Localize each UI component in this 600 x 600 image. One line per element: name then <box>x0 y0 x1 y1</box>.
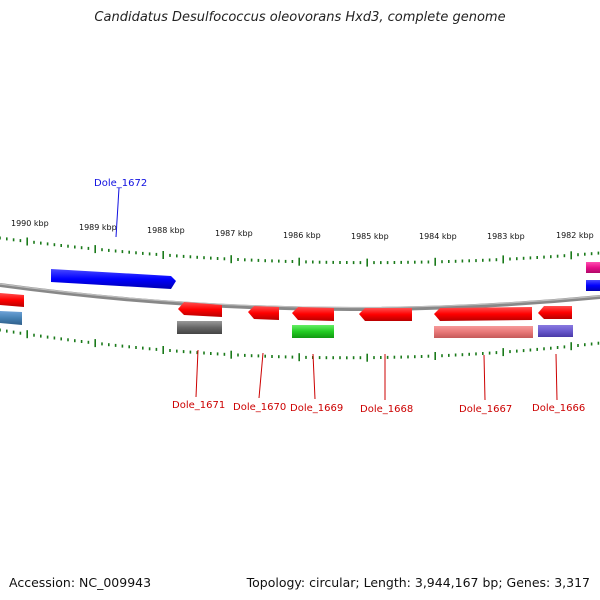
gene-dole-1668[interactable] <box>359 308 412 321</box>
leader-dole-1670 <box>258 352 264 399</box>
gene-dole-1667-pink[interactable] <box>434 326 533 338</box>
kbp-labels: 1990 kbp 1989 kbp 1988 kbp 1987 kbp 1986… <box>11 219 594 241</box>
genome-summary-text: Topology: circular; Length: 3,944,167 bp… <box>246 575 590 590</box>
leader-dole-1666 <box>555 353 558 401</box>
gene-label-dole-1671[interactable]: Dole_1671 <box>172 400 225 411</box>
kbp-label-1985: 1985 kbp <box>351 232 389 241</box>
leader-dole-1669 <box>312 353 316 400</box>
gene-dole-1667[interactable] <box>434 307 532 321</box>
gene-label-dole-1668[interactable]: Dole_1668 <box>360 404 413 415</box>
gene-label-dole-1672[interactable]: Dole_1672 <box>94 178 147 189</box>
gene-left-edge-steelblue[interactable] <box>0 311 22 325</box>
kbp-label-1989: 1989 kbp <box>79 223 117 232</box>
kbp-label-1987: 1987 kbp <box>215 229 253 238</box>
gene-label-dole-1667[interactable]: Dole_1667 <box>459 404 512 415</box>
gene-dole-1671-gray[interactable] <box>177 321 222 334</box>
gene-left-edge-red[interactable] <box>0 293 24 307</box>
genome-backbone <box>0 283 600 311</box>
kbp-label-1990: 1990 kbp <box>11 219 49 228</box>
inner-tick-marks <box>0 328 600 362</box>
gene-label-dole-1670[interactable]: Dole_1670 <box>233 402 286 413</box>
gene-dole-1671[interactable] <box>178 302 222 317</box>
gene-label-dole-1666[interactable]: Dole_1666 <box>532 403 585 414</box>
leader-dole-1672 <box>115 187 120 238</box>
gene-dole-1666[interactable] <box>538 306 572 319</box>
kbp-label-1986: 1986 kbp <box>283 231 321 240</box>
gene-right-edge-blue[interactable] <box>586 280 600 291</box>
accession-text: Accession: NC_009943 <box>9 575 152 590</box>
leader-dole-1671 <box>195 349 199 398</box>
kbp-label-1988: 1988 kbp <box>147 226 185 235</box>
gene-dole-1670[interactable] <box>248 306 279 320</box>
gene-dole-1669-green[interactable] <box>292 325 334 338</box>
outer-tick-marks <box>0 236 600 267</box>
genome-title: Candidatus Desulfococcus oleovorans Hxd3… <box>94 10 506 25</box>
gene-dole-1666-purple[interactable] <box>538 325 573 337</box>
leader-dole-1667 <box>483 354 486 401</box>
gene-label-dole-1669[interactable]: Dole_1669 <box>290 403 343 414</box>
gene-dole-1672[interactable] <box>51 269 176 289</box>
kbp-label-1983: 1983 kbp <box>487 232 525 241</box>
gene-right-edge-magenta[interactable] <box>586 262 600 273</box>
kbp-label-1984: 1984 kbp <box>419 232 457 241</box>
gene-dole-1669[interactable] <box>292 307 334 321</box>
kbp-label-1982: 1982 kbp <box>556 231 594 240</box>
